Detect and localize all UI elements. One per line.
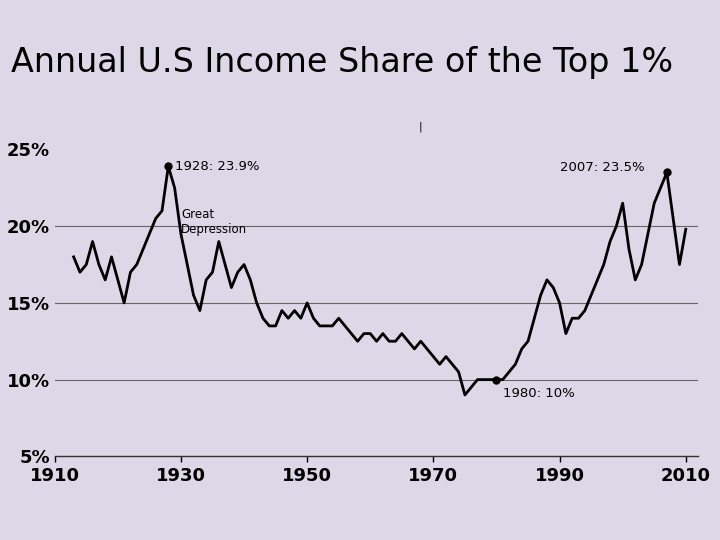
Text: 1928: 23.9%: 1928: 23.9% <box>175 160 259 173</box>
Text: 2007: 23.5%: 2007: 23.5% <box>559 161 644 174</box>
Text: |: | <box>419 121 423 132</box>
Text: 1980: 10%: 1980: 10% <box>503 387 575 400</box>
Text: Annual U.S Income Share of the Top 1%: Annual U.S Income Share of the Top 1% <box>11 46 673 79</box>
Text: Great
Depression: Great Depression <box>181 208 247 236</box>
